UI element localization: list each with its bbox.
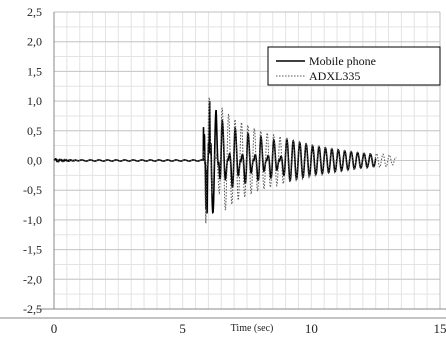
- y-tick-label: -2,5: [23, 302, 42, 316]
- y-tick-label: 1,0: [27, 94, 42, 108]
- y-tick-label: 0,5: [27, 124, 42, 138]
- y-tick-label: -0,5: [23, 183, 42, 197]
- legend-box: [267, 46, 441, 86]
- legend: Mobile phone ADXL335: [267, 46, 441, 86]
- y-tick-label: -1,0: [23, 213, 42, 227]
- y-tick-label: 0,0: [27, 154, 42, 168]
- y-tick-label: 2,0: [27, 35, 42, 49]
- tick-labels: 2,5 2,0 1,5 1,0 0,5 0,0 -0,5 -1,0 -1,5 -2,0 -2,5 0 5…: [23, 5, 446, 336]
- x-tick-label: 5: [179, 321, 186, 336]
- x-axis-title: Time (sec): [231, 323, 274, 334]
- x-tick-label: 15: [434, 321, 446, 336]
- y-tick-label: 2,5: [27, 5, 42, 19]
- legend-label-mobile-phone: Mobile phone: [309, 54, 376, 68]
- y-tick-label: 1,5: [27, 64, 42, 78]
- legend-label-adxl335: ADXL335: [309, 69, 360, 83]
- series-line-adxl335: [53, 97, 397, 224]
- x-tick-label: 0: [51, 321, 58, 336]
- data-series: [53, 97, 397, 224]
- y-tick-label: -1,5: [23, 243, 42, 257]
- y-tick-label: -2,0: [23, 272, 42, 286]
- x-tick-label: 10: [305, 321, 318, 336]
